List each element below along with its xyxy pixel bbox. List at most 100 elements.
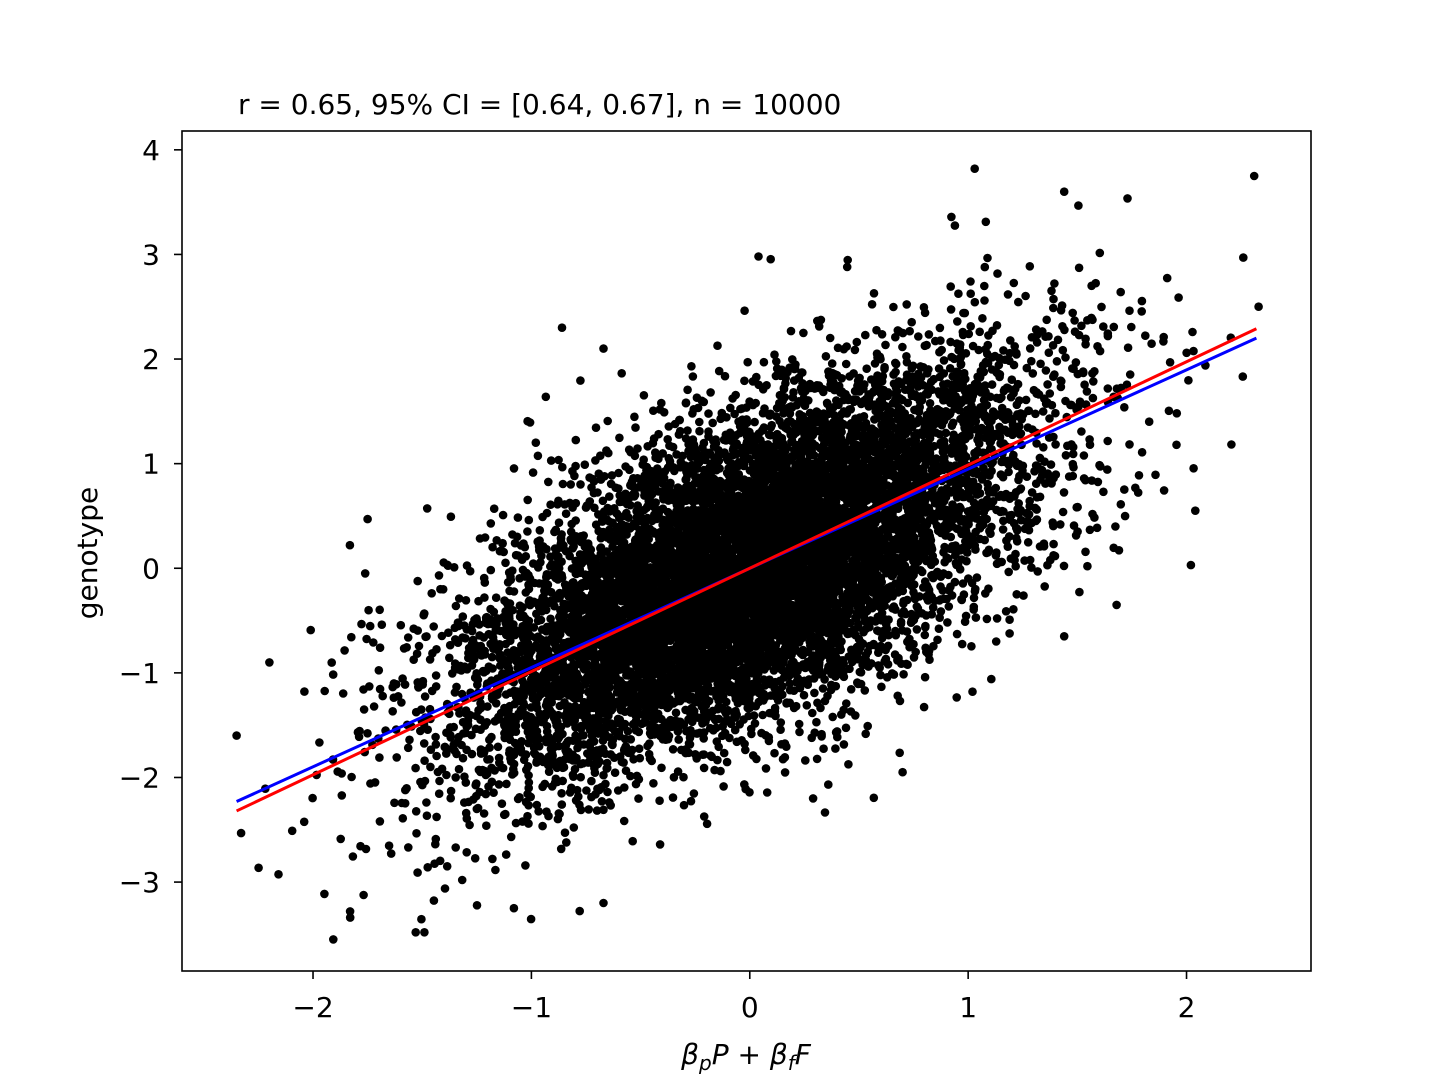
data-point: [1061, 451, 1071, 460]
data-point: [546, 500, 555, 510]
data-point: [891, 630, 901, 640]
data-point: [472, 901, 482, 910]
data-point: [630, 412, 639, 422]
data-point: [525, 418, 535, 427]
data-point: [446, 512, 456, 521]
data-point: [946, 282, 955, 291]
data-point: [960, 617, 970, 626]
data-point: [361, 844, 371, 854]
data-point: [1120, 485, 1129, 494]
data-point: [1159, 337, 1168, 346]
data-point: [682, 474, 691, 484]
data-point: [582, 786, 591, 795]
data-point: [750, 719, 760, 728]
data-point: [966, 277, 975, 286]
data-point: [759, 357, 769, 367]
data-point: [881, 340, 890, 350]
data-point: [958, 579, 968, 588]
data-point: [445, 653, 454, 663]
data-point: [817, 729, 826, 739]
data-point: [412, 829, 421, 838]
data-point: [434, 789, 444, 798]
data-point: [1099, 487, 1108, 497]
data-point: [708, 418, 717, 428]
data-point: [546, 456, 556, 465]
data-point: [698, 443, 707, 453]
data-point: [1103, 436, 1112, 446]
data-point: [440, 884, 450, 893]
data-point: [808, 708, 817, 718]
data-point: [486, 565, 496, 575]
data-point: [799, 328, 808, 338]
data-point: [610, 768, 620, 777]
data-point: [925, 399, 935, 408]
data-point: [877, 682, 886, 692]
data-point: [920, 672, 930, 682]
data-point: [1189, 346, 1198, 356]
data-point: [819, 744, 828, 753]
data-point: [398, 814, 408, 823]
data-point: [470, 854, 480, 863]
data-point: [810, 688, 819, 698]
data-point: [517, 555, 527, 564]
data-point: [300, 687, 309, 696]
data-point: [713, 341, 722, 351]
data-point: [487, 777, 497, 787]
data-point: [750, 417, 759, 427]
data-point: [1024, 406, 1033, 416]
data-point: [499, 547, 509, 557]
data-point: [388, 707, 398, 716]
data-point: [992, 321, 1002, 330]
data-point: [357, 619, 366, 629]
data-point: [608, 740, 617, 750]
data-point: [1025, 262, 1035, 271]
data-point: [770, 350, 779, 360]
data-point: [320, 889, 329, 899]
data-point: [571, 516, 580, 525]
data-point: [591, 423, 601, 433]
data-point: [1045, 389, 1055, 398]
data-point: [1049, 521, 1058, 531]
data-point: [992, 614, 1002, 623]
data-point: [1174, 293, 1183, 302]
data-point: [489, 788, 498, 797]
data-point: [576, 376, 585, 385]
data-point: [978, 314, 987, 323]
data-point: [987, 380, 997, 389]
data-point: [1131, 483, 1140, 493]
data-point: [898, 342, 907, 352]
data-point: [254, 863, 263, 873]
data-point: [946, 305, 956, 314]
data-point: [714, 366, 724, 376]
data-point: [491, 593, 501, 602]
data-point: [1097, 302, 1106, 312]
data-point: [934, 624, 944, 633]
data-point: [794, 719, 804, 729]
data-point: [532, 609, 541, 619]
data-point: [582, 501, 592, 510]
data-point: [839, 740, 849, 749]
data-point: [556, 844, 566, 854]
data-point: [1092, 523, 1102, 533]
data-point: [513, 513, 523, 522]
data-point: [844, 760, 853, 769]
data-point: [422, 798, 431, 807]
data-point: [745, 788, 754, 797]
data-point: [971, 613, 981, 622]
data-point: [981, 217, 991, 227]
data-point: [369, 638, 378, 647]
data-point: [795, 727, 804, 737]
data-point: [799, 690, 809, 700]
data-point: [1038, 407, 1048, 416]
data-point: [502, 779, 511, 789]
data-point: [812, 717, 821, 727]
data-point: [681, 398, 691, 408]
data-point: [1049, 294, 1058, 304]
data-point: [435, 856, 445, 866]
data-point: [983, 253, 992, 263]
data-point: [454, 764, 464, 774]
data-point: [814, 322, 824, 331]
data-point: [1079, 451, 1089, 460]
data-point: [952, 629, 962, 639]
data-point: [621, 766, 631, 775]
